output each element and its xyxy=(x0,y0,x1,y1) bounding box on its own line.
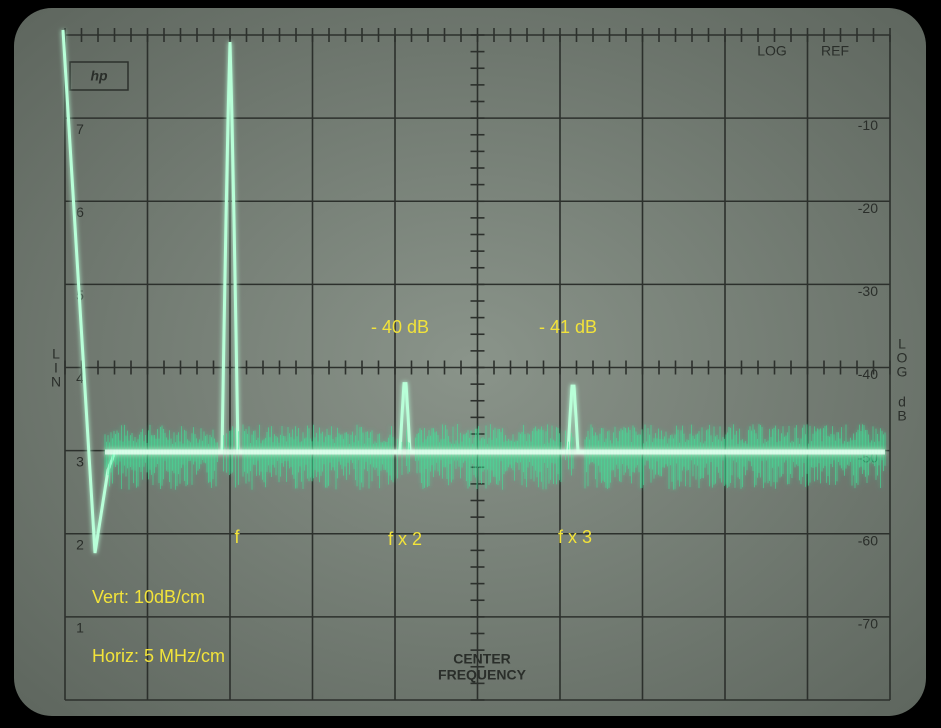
right-axis-label: B xyxy=(897,408,906,424)
annotation: - 41 dB xyxy=(539,317,597,337)
mode-label: LOG xyxy=(757,43,787,59)
right-scale-label: -10 xyxy=(858,117,878,133)
logo-box xyxy=(69,61,129,91)
annotation: f x 3 xyxy=(558,527,592,547)
annotation: f xyxy=(234,527,240,547)
center-label: CENTER xyxy=(453,651,511,667)
left-axis-label: L xyxy=(52,346,60,362)
right-scale-label: -30 xyxy=(858,283,878,299)
right-scale-label: -40 xyxy=(858,366,878,382)
right-axis-label: O xyxy=(897,350,908,366)
left-scale-label: 2 xyxy=(76,536,84,552)
center-label: FREQUENCY xyxy=(438,667,527,683)
right-scale-label: -20 xyxy=(858,200,878,216)
left-scale-label: 7 xyxy=(76,121,84,137)
right-axis-label: L xyxy=(898,336,906,352)
trace xyxy=(61,29,886,554)
graticule xyxy=(64,28,891,701)
annotation: - 40 dB xyxy=(371,317,429,337)
annotation: f x 2 xyxy=(388,529,422,549)
right-axis-label: G xyxy=(897,364,908,380)
left-axis-label: I xyxy=(54,360,58,376)
left-scale-label: 6 xyxy=(76,204,84,220)
screen-face xyxy=(14,8,926,716)
right-axis-label: d xyxy=(898,394,906,410)
left-scale-label: 4 xyxy=(76,370,84,386)
logo: hp xyxy=(90,68,108,84)
setting: Horiz: 5 MHz/cm xyxy=(92,646,225,666)
setting: Vert: 10dB/cm xyxy=(92,587,205,607)
left-axis-label: N xyxy=(51,374,61,390)
left-scale-label: 1 xyxy=(76,620,84,636)
mode-label: REF xyxy=(821,43,849,59)
right-scale-label: -70 xyxy=(858,616,878,632)
left-scale-label: 3 xyxy=(76,453,84,469)
right-scale-label: -60 xyxy=(858,532,878,548)
